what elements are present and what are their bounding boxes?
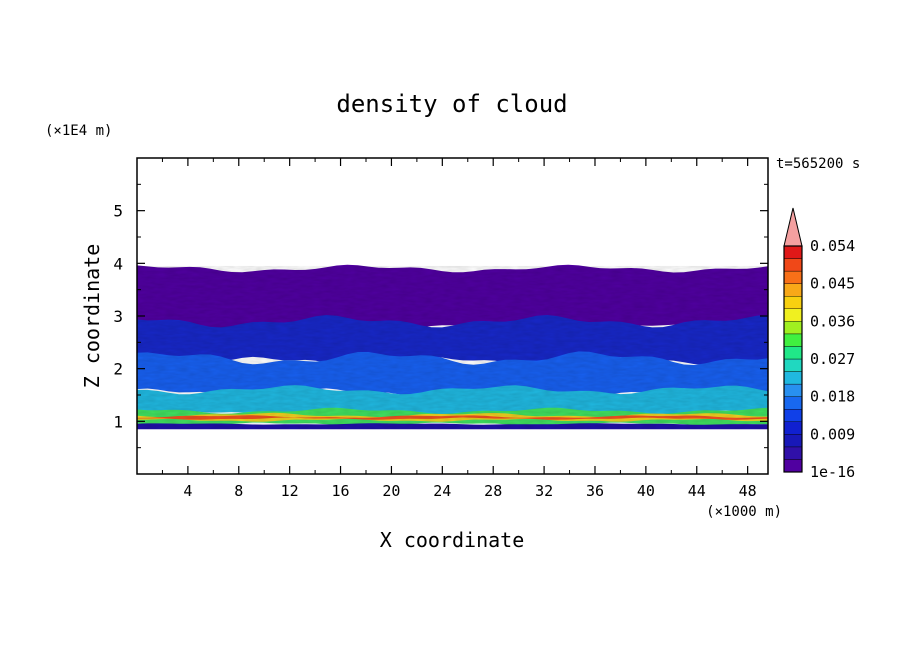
colorbar-label: 0.018 bbox=[810, 388, 855, 406]
colorbar-swatch bbox=[783, 308, 803, 322]
density-texture bbox=[137, 265, 768, 430]
x-unit-label: (×1000 m) bbox=[706, 504, 782, 520]
x-tick-label: 28 bbox=[484, 482, 502, 500]
colorbar-swatch bbox=[783, 258, 803, 272]
x-tick-label: 40 bbox=[637, 482, 655, 500]
colorbar-swatch bbox=[783, 296, 803, 309]
y-unit-label: (×1E4 m) bbox=[45, 123, 112, 139]
y-tick-label: 3 bbox=[113, 307, 123, 326]
colorbar-swatch bbox=[783, 270, 803, 284]
colorbar-label: 1e-16 bbox=[810, 463, 855, 481]
x-tick-label: 24 bbox=[433, 482, 451, 500]
colorbar-label: 0.054 bbox=[810, 237, 855, 255]
x-tick-label: 36 bbox=[586, 482, 604, 500]
y-axis: 1 2 3 4 5 bbox=[113, 183, 768, 449]
x-tick-label: 48 bbox=[739, 482, 757, 500]
colorbar-swatch bbox=[783, 446, 803, 460]
y-tick-label: 2 bbox=[113, 360, 123, 379]
colorbar-swatch bbox=[783, 346, 803, 360]
y-tick-label: 1 bbox=[113, 412, 123, 431]
x-tick-label: 8 bbox=[234, 482, 243, 500]
x-tick-label: 16 bbox=[332, 482, 350, 500]
colorbar-extend-arrow bbox=[783, 207, 803, 247]
colorbar-label: 0.045 bbox=[810, 275, 855, 293]
colorbar-label: 0.009 bbox=[810, 425, 855, 443]
colorbar-swatch bbox=[783, 371, 803, 385]
colorbar-swatch bbox=[783, 321, 803, 335]
colorbar-label: 0.027 bbox=[810, 350, 855, 368]
colorbar-swatch bbox=[783, 459, 803, 473]
colorbar-swatch bbox=[783, 383, 803, 397]
colorbar-frame bbox=[783, 245, 803, 473]
x-axis: 4 8 12 16 20 24 28 32 36 40 44 48 bbox=[161, 158, 757, 500]
colorbar-swatch bbox=[783, 434, 803, 448]
x-tick-label: 20 bbox=[382, 482, 400, 500]
x-tick-label: 32 bbox=[535, 482, 553, 500]
y-axis-label: Z coordinate bbox=[80, 244, 104, 389]
x-axis-label: X coordinate bbox=[380, 528, 525, 552]
colorbar: 1e-16 0.009 0.018 0.027 0.036 0.045 0.054 bbox=[783, 207, 855, 481]
colorbar-swatch bbox=[783, 245, 803, 259]
density-field bbox=[137, 264, 768, 430]
colorbar-swatch bbox=[783, 421, 803, 435]
colorbar-swatch bbox=[783, 409, 803, 422]
time-label: t=565200 s bbox=[776, 156, 860, 172]
y-tick-label: 4 bbox=[113, 254, 123, 273]
chart-title: density of cloud bbox=[336, 90, 567, 118]
colorbar-swatch bbox=[783, 358, 803, 372]
x-tick-label: 44 bbox=[688, 482, 706, 500]
y-tick-label: 5 bbox=[113, 202, 123, 221]
colorbar-label: 0.036 bbox=[810, 312, 855, 330]
colorbar-swatch bbox=[783, 283, 803, 297]
colorbar-swatch bbox=[783, 333, 803, 347]
x-tick-label: 4 bbox=[183, 482, 192, 500]
colorbar-swatch bbox=[783, 396, 803, 410]
x-tick-label: 12 bbox=[281, 482, 299, 500]
